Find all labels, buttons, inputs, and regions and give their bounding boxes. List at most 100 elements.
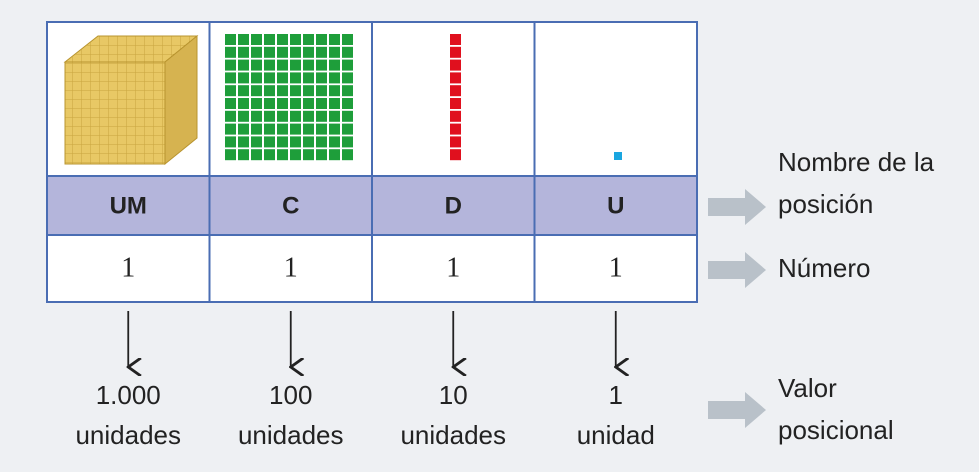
cell	[316, 123, 327, 135]
cell	[264, 98, 275, 109]
cell	[303, 110, 314, 122]
cell	[290, 34, 301, 45]
cell	[303, 98, 314, 109]
cell	[316, 98, 327, 109]
cell	[225, 136, 236, 148]
cell	[225, 46, 236, 58]
cell	[238, 59, 249, 71]
cell	[342, 136, 353, 148]
cell	[277, 149, 288, 161]
unit: unidad	[577, 420, 655, 450]
cell	[277, 98, 288, 109]
cell	[316, 85, 327, 97]
cell	[329, 149, 340, 161]
cell	[225, 85, 236, 97]
cell	[264, 46, 275, 58]
cell	[277, 46, 288, 58]
position-name: UM	[110, 192, 147, 219]
cell	[316, 149, 327, 161]
cell	[303, 136, 314, 148]
cell	[316, 110, 327, 122]
cell	[290, 136, 301, 148]
cell	[329, 46, 340, 58]
cell	[277, 136, 288, 148]
cell	[342, 46, 353, 58]
cell	[290, 72, 301, 84]
cell	[264, 85, 275, 97]
ten-rod-icon	[450, 34, 461, 161]
cell	[238, 85, 249, 97]
cell	[450, 59, 461, 71]
value: 1.000	[96, 380, 161, 410]
label: Valor	[778, 373, 837, 403]
cell	[238, 98, 249, 109]
cell	[251, 46, 262, 58]
cell	[303, 34, 314, 45]
value: 1	[609, 380, 623, 410]
cell	[303, 123, 314, 135]
number: 1	[609, 252, 623, 283]
cell	[290, 98, 301, 109]
cell	[225, 34, 236, 45]
cell	[316, 72, 327, 84]
cell	[450, 110, 461, 122]
table-grid	[46, 21, 698, 303]
cell	[329, 110, 340, 122]
position-name: C	[282, 192, 299, 219]
cell	[277, 123, 288, 135]
cell	[251, 34, 262, 45]
position-name: U	[607, 192, 624, 219]
cell	[342, 123, 353, 135]
label: posición	[778, 189, 873, 219]
cell	[238, 123, 249, 135]
cell	[450, 85, 461, 97]
cell	[303, 46, 314, 58]
cell	[264, 34, 275, 45]
cell	[225, 98, 236, 109]
cell	[264, 110, 275, 122]
cell	[450, 72, 461, 84]
cell	[251, 85, 262, 97]
label: posicional	[778, 415, 894, 445]
number: 1	[446, 252, 460, 283]
cell	[303, 149, 314, 161]
cell	[290, 85, 301, 97]
cell	[238, 110, 249, 122]
cell	[251, 149, 262, 161]
columns: UM 1 1.000 unidades C 1 100 unidades D 1 10 unidade…	[75, 192, 654, 450]
cell	[342, 149, 353, 161]
cell	[342, 34, 353, 45]
cell	[225, 123, 236, 135]
cell	[329, 136, 340, 148]
cell	[290, 59, 301, 71]
cell	[277, 85, 288, 97]
cell	[290, 110, 301, 122]
cell	[316, 34, 327, 45]
unit-icon	[614, 152, 622, 160]
cell	[251, 59, 262, 71]
cell	[277, 110, 288, 122]
label: Nombre de la	[778, 147, 935, 177]
cell	[342, 98, 353, 109]
cell	[238, 34, 249, 45]
cell	[264, 136, 275, 148]
cell	[342, 110, 353, 122]
cell	[329, 123, 340, 135]
cell	[225, 59, 236, 71]
cell	[450, 34, 461, 45]
cell	[277, 34, 288, 45]
cell	[251, 72, 262, 84]
cell	[251, 136, 262, 148]
cell	[238, 46, 249, 58]
cell	[277, 59, 288, 71]
cell	[342, 85, 353, 97]
label: Número	[778, 253, 870, 283]
cell	[342, 72, 353, 84]
cell	[238, 149, 249, 161]
hundred-grid-icon	[225, 34, 353, 161]
side-arrows	[708, 189, 766, 428]
number: 1	[121, 252, 135, 283]
unit: unidades	[238, 420, 344, 450]
